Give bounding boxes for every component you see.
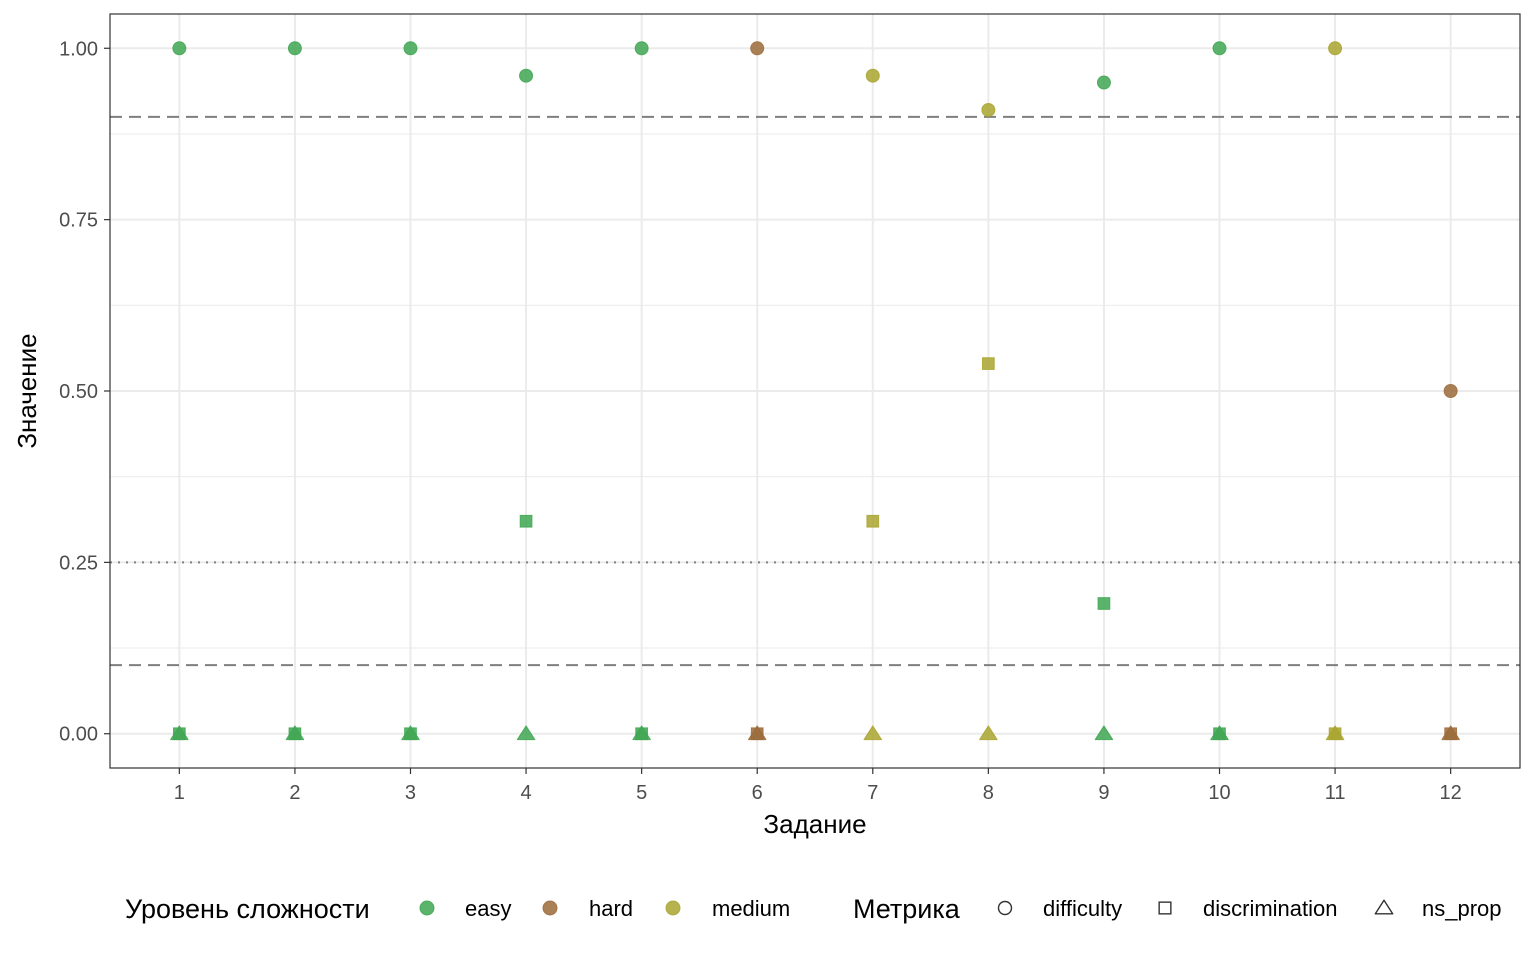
x-tick-label: 2 [289, 782, 300, 804]
point-medium-discrimination [866, 514, 880, 528]
point-easy-ns_prop [1094, 725, 1114, 741]
y-tick-label: 0.50 [59, 381, 98, 403]
legend-key-discrimination [1158, 901, 1172, 915]
legend-level-items: easy hard medium [419, 896, 790, 921]
point-easy-difficulty [172, 41, 187, 56]
legend-label-difficulty: difficulty [1043, 896, 1122, 921]
point-easy-ns_prop [516, 725, 536, 741]
legend-key-difficulty [997, 900, 1013, 916]
legend-title-level: Уровень сложности [125, 894, 370, 924]
point-easy-difficulty [1096, 75, 1111, 90]
point-easy-difficulty [634, 41, 649, 56]
point-easy-ns_prop [1210, 725, 1229, 741]
y-axis: 0.00 0.25 0.50 0.75 1.00 [59, 38, 110, 746]
legend-label-medium: medium [712, 896, 790, 921]
point-medium-ns_prop [863, 725, 883, 741]
x-tick-label: 10 [1208, 782, 1230, 804]
point-medium-difficulty [865, 68, 880, 83]
legend-label-easy: easy [465, 896, 511, 921]
x-tick-label: 4 [521, 782, 532, 804]
legend-label-discrimination: discrimination [1203, 896, 1338, 921]
legend-key-ns_prop [1374, 899, 1394, 915]
point-easy-ns_prop [285, 725, 305, 741]
point-hard-ns_prop [1441, 725, 1460, 741]
point-easy-discrimination [1097, 597, 1111, 610]
legend-title-metric: Метрика [853, 894, 961, 924]
point-easy-ns_prop [170, 725, 189, 741]
legend-metric-items: difficulty discrimination ns_prop [997, 896, 1502, 921]
x-axis-title: Задание [763, 809, 866, 839]
legend-label-ns_prop: ns_prop [1422, 896, 1502, 921]
x-tick-label: 3 [405, 782, 416, 804]
point-easy-difficulty [519, 68, 534, 83]
data-points [170, 41, 1460, 741]
point-easy-ns_prop [632, 725, 651, 741]
point-medium-ns_prop [979, 725, 998, 741]
legend-key-easy [419, 900, 435, 916]
point-medium-ns_prop [1325, 725, 1345, 741]
y-tick-label: 0.75 [59, 210, 98, 232]
point-easy-discrimination [519, 514, 533, 528]
point-easy-difficulty [1212, 41, 1227, 56]
y-tick-label: 1.00 [59, 38, 98, 60]
legend-label-hard: hard [589, 896, 633, 921]
legend-key-hard [542, 900, 558, 916]
x-tick-label: 9 [1098, 782, 1109, 804]
legend-key-medium [665, 900, 681, 916]
grid-minor [110, 133, 1520, 649]
x-tick-label: 7 [867, 782, 878, 804]
y-axis-title: Значение [12, 333, 42, 448]
point-hard-ns_prop [747, 725, 767, 741]
y-tick-label: 0.25 [59, 552, 98, 574]
point-easy-difficulty [287, 41, 302, 56]
point-medium-difficulty [1328, 41, 1343, 56]
y-tick-label: 0.00 [59, 724, 98, 746]
grid-major [110, 14, 1520, 768]
point-medium-discrimination [982, 357, 995, 370]
x-tick-label: 8 [983, 782, 994, 804]
point-hard-difficulty [1443, 384, 1458, 398]
x-tick-label: 5 [636, 782, 647, 804]
point-easy-ns_prop [401, 725, 420, 741]
point-hard-difficulty [750, 41, 765, 56]
point-easy-difficulty [403, 41, 418, 56]
x-tick-label: 11 [1325, 782, 1346, 804]
x-tick-label: 1 [174, 782, 185, 804]
x-axis: 1 2 3 4 5 6 7 8 9 10 11 12 [174, 768, 1462, 804]
legend: Уровень сложности easy hard medium Метрика… [125, 894, 1502, 924]
point-medium-difficulty [981, 102, 996, 117]
x-tick-label: 6 [752, 782, 763, 804]
x-tick-label: 12 [1440, 782, 1462, 804]
reference-lines [110, 115, 1520, 667]
